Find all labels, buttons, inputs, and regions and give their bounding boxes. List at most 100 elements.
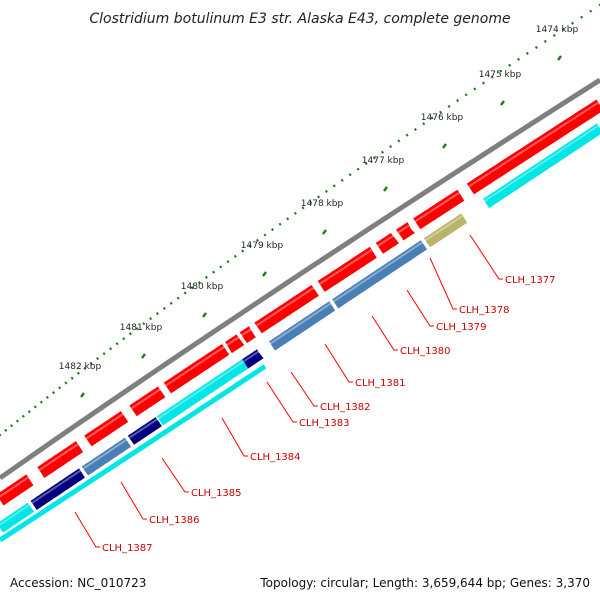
minor-tick [45, 395, 49, 399]
minor-tick [58, 386, 62, 390]
gene-leader-line [469, 234, 503, 280]
minor-tick [324, 189, 328, 193]
gene-label: CLH_1385 [191, 488, 242, 499]
cog-block [0, 502, 35, 533]
minor-tick [293, 211, 297, 215]
minor-tick [372, 156, 376, 160]
gene-leader-line [74, 511, 100, 548]
gene-leader-line [429, 257, 457, 310]
reverse-cds-block [0, 364, 267, 543]
forward-cds-block [254, 284, 319, 334]
minor-tick [481, 81, 485, 85]
ruler-ticks: 1474 kbp 1475 kbp 1476 kbp 1477 kbp 1478 kbp… [0, 3, 600, 437]
backbone-line [0, 77, 600, 481]
cog-block [242, 349, 264, 369]
minor-tick [589, 9, 593, 13]
forward-cds-block [0, 474, 34, 506]
minor-tick [256, 238, 260, 242]
minor-tick [389, 145, 393, 149]
forward-cds-block [239, 326, 256, 344]
minor-tick [51, 391, 56, 395]
tick-label: 1478 kbp [301, 199, 344, 209]
minor-tick [135, 327, 139, 331]
minor-tick [226, 260, 230, 264]
minor-tick [447, 104, 451, 108]
minor-tick [21, 414, 25, 418]
cog-block [127, 417, 162, 445]
forward-cds-block [129, 386, 166, 417]
cog-track [0, 123, 600, 533]
minor-tick [332, 184, 336, 188]
minor-tick [248, 244, 252, 248]
minor-tick [162, 306, 166, 310]
gene-label: CLH_1386 [149, 515, 200, 526]
minor-tick [439, 110, 443, 114]
major-tick [202, 312, 207, 318]
minor-tick [397, 139, 401, 143]
cog-block [81, 437, 132, 476]
gene-labels: CLH_1377 CLH_1378 CLH_1379 CLH_1380 CLH_1381… [74, 234, 556, 554]
gene-label: CLH_1380 [400, 346, 451, 357]
minor-tick [552, 33, 556, 37]
minor-tick [219, 265, 223, 269]
minor-tick [183, 291, 187, 295]
minor-tick [169, 301, 173, 305]
gene-label: CLH_1382 [320, 402, 371, 413]
forward-cds-block-shine [377, 234, 394, 247]
forward-cds-block-shine [165, 346, 225, 387]
minor-tick [89, 361, 93, 366]
minor-tick [340, 178, 344, 182]
forward-cds-block [84, 411, 129, 447]
cog-block [30, 468, 85, 510]
forward-cds-block-shine [0, 476, 29, 498]
minor-tick [233, 254, 237, 258]
cog-block-shine [424, 214, 464, 242]
minor-tick [4, 428, 8, 432]
gene-leader-line [290, 371, 318, 407]
minor-tick [64, 381, 68, 385]
minor-tick [149, 317, 153, 321]
genome-summary-text: Topology: circular; Length: 3,659,644 bp… [260, 576, 590, 590]
minor-tick [176, 296, 180, 300]
tick-label: 1474 kbp [536, 25, 579, 35]
minor-tick [197, 281, 201, 285]
minor-tick [301, 206, 305, 210]
cog-block [483, 123, 600, 209]
minor-tick [430, 116, 434, 120]
minor-tick [464, 93, 468, 97]
major-tick [322, 229, 327, 235]
map-title: Clostridium botulinum E3 str. Alaska E43… [89, 11, 510, 27]
cog-block [423, 213, 468, 248]
minor-tick [517, 57, 521, 61]
cog-block-shine [128, 418, 158, 439]
minor-tick [413, 127, 417, 132]
gene-leader-line [161, 457, 189, 493]
minor-tick [499, 69, 503, 73]
gene-label: CLH_1379 [436, 322, 487, 333]
gene-label: CLH_1381 [355, 378, 406, 389]
minor-tick [422, 122, 426, 126]
forward-cds-block-shine [397, 224, 410, 234]
forward-cds-block-shine [85, 413, 124, 440]
gene-leader-line [406, 289, 434, 327]
cog-block-shine [333, 241, 423, 303]
minor-tick [115, 342, 119, 346]
minor-tick [525, 51, 529, 55]
major-tick [262, 271, 267, 277]
minor-tick [33, 405, 37, 409]
minor-tick [286, 217, 290, 221]
forward-cds-block [396, 222, 415, 241]
gene-label: CLH_1383 [299, 418, 350, 429]
minor-tick [364, 161, 368, 166]
forward-cds-block [317, 246, 377, 292]
minor-tick [543, 39, 547, 43]
minor-tick [39, 400, 43, 404]
tick-label: 1480 kbp [181, 282, 224, 292]
cog-block-shine [243, 350, 260, 363]
minor-tick [405, 133, 409, 137]
major-tick [141, 353, 146, 359]
gene-leader-line [324, 343, 353, 383]
forward-cds-block [375, 233, 399, 254]
minor-tick [508, 63, 512, 67]
minor-tick [317, 195, 321, 199]
